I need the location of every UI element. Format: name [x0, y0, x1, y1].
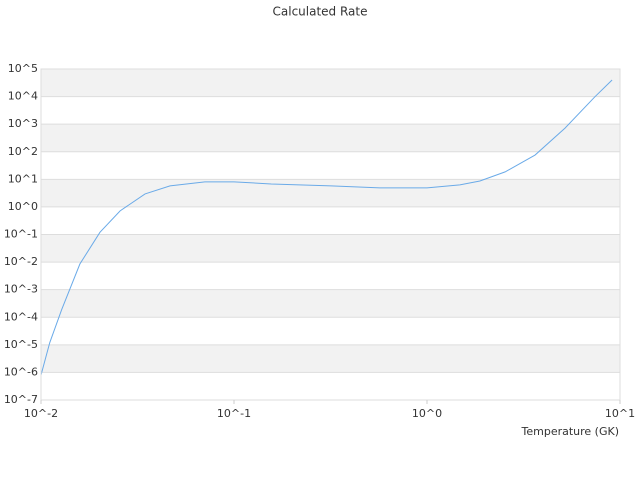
x-tick-label: 10^-1: [217, 407, 251, 420]
y-tick-label: 10^-6: [4, 365, 38, 378]
y-tick-label: 10^-7: [4, 393, 38, 406]
grid-band: [41, 289, 620, 318]
y-tick-label: 10^-4: [4, 310, 38, 323]
x-tick-label: 10^0: [412, 407, 442, 420]
grid-band: [41, 179, 620, 207]
y-tick-label: 10^2: [8, 145, 38, 158]
y-tick-label: 10^3: [8, 117, 38, 130]
grid-band: [41, 69, 620, 97]
data-line: [40, 79, 613, 376]
grid-band: [41, 344, 620, 373]
grid-band: [41, 124, 620, 152]
x-axis-label: Temperature (GK): [521, 425, 620, 438]
y-tick-label: 10^1: [8, 172, 38, 185]
plot-frame: [40, 68, 621, 401]
x-tick-label: 10^1: [605, 407, 635, 420]
grid-bands: [41, 68, 620, 401]
y-tick-label: 10^-3: [4, 283, 38, 296]
y-tick-label: 10^4: [8, 90, 38, 103]
chart-title: Calculated Rate: [273, 5, 368, 19]
y-tick-label: 10^-1: [4, 228, 38, 241]
y-tick-label: 10^-5: [4, 338, 38, 351]
x-tick-label: 10^-2: [24, 407, 58, 420]
plot: [40, 79, 613, 376]
y-tick-label: 10^-2: [4, 255, 38, 268]
grid-band: [41, 234, 620, 263]
y-tick-label: 10^0: [8, 200, 38, 213]
y-tick-label: 10^5: [8, 62, 38, 75]
